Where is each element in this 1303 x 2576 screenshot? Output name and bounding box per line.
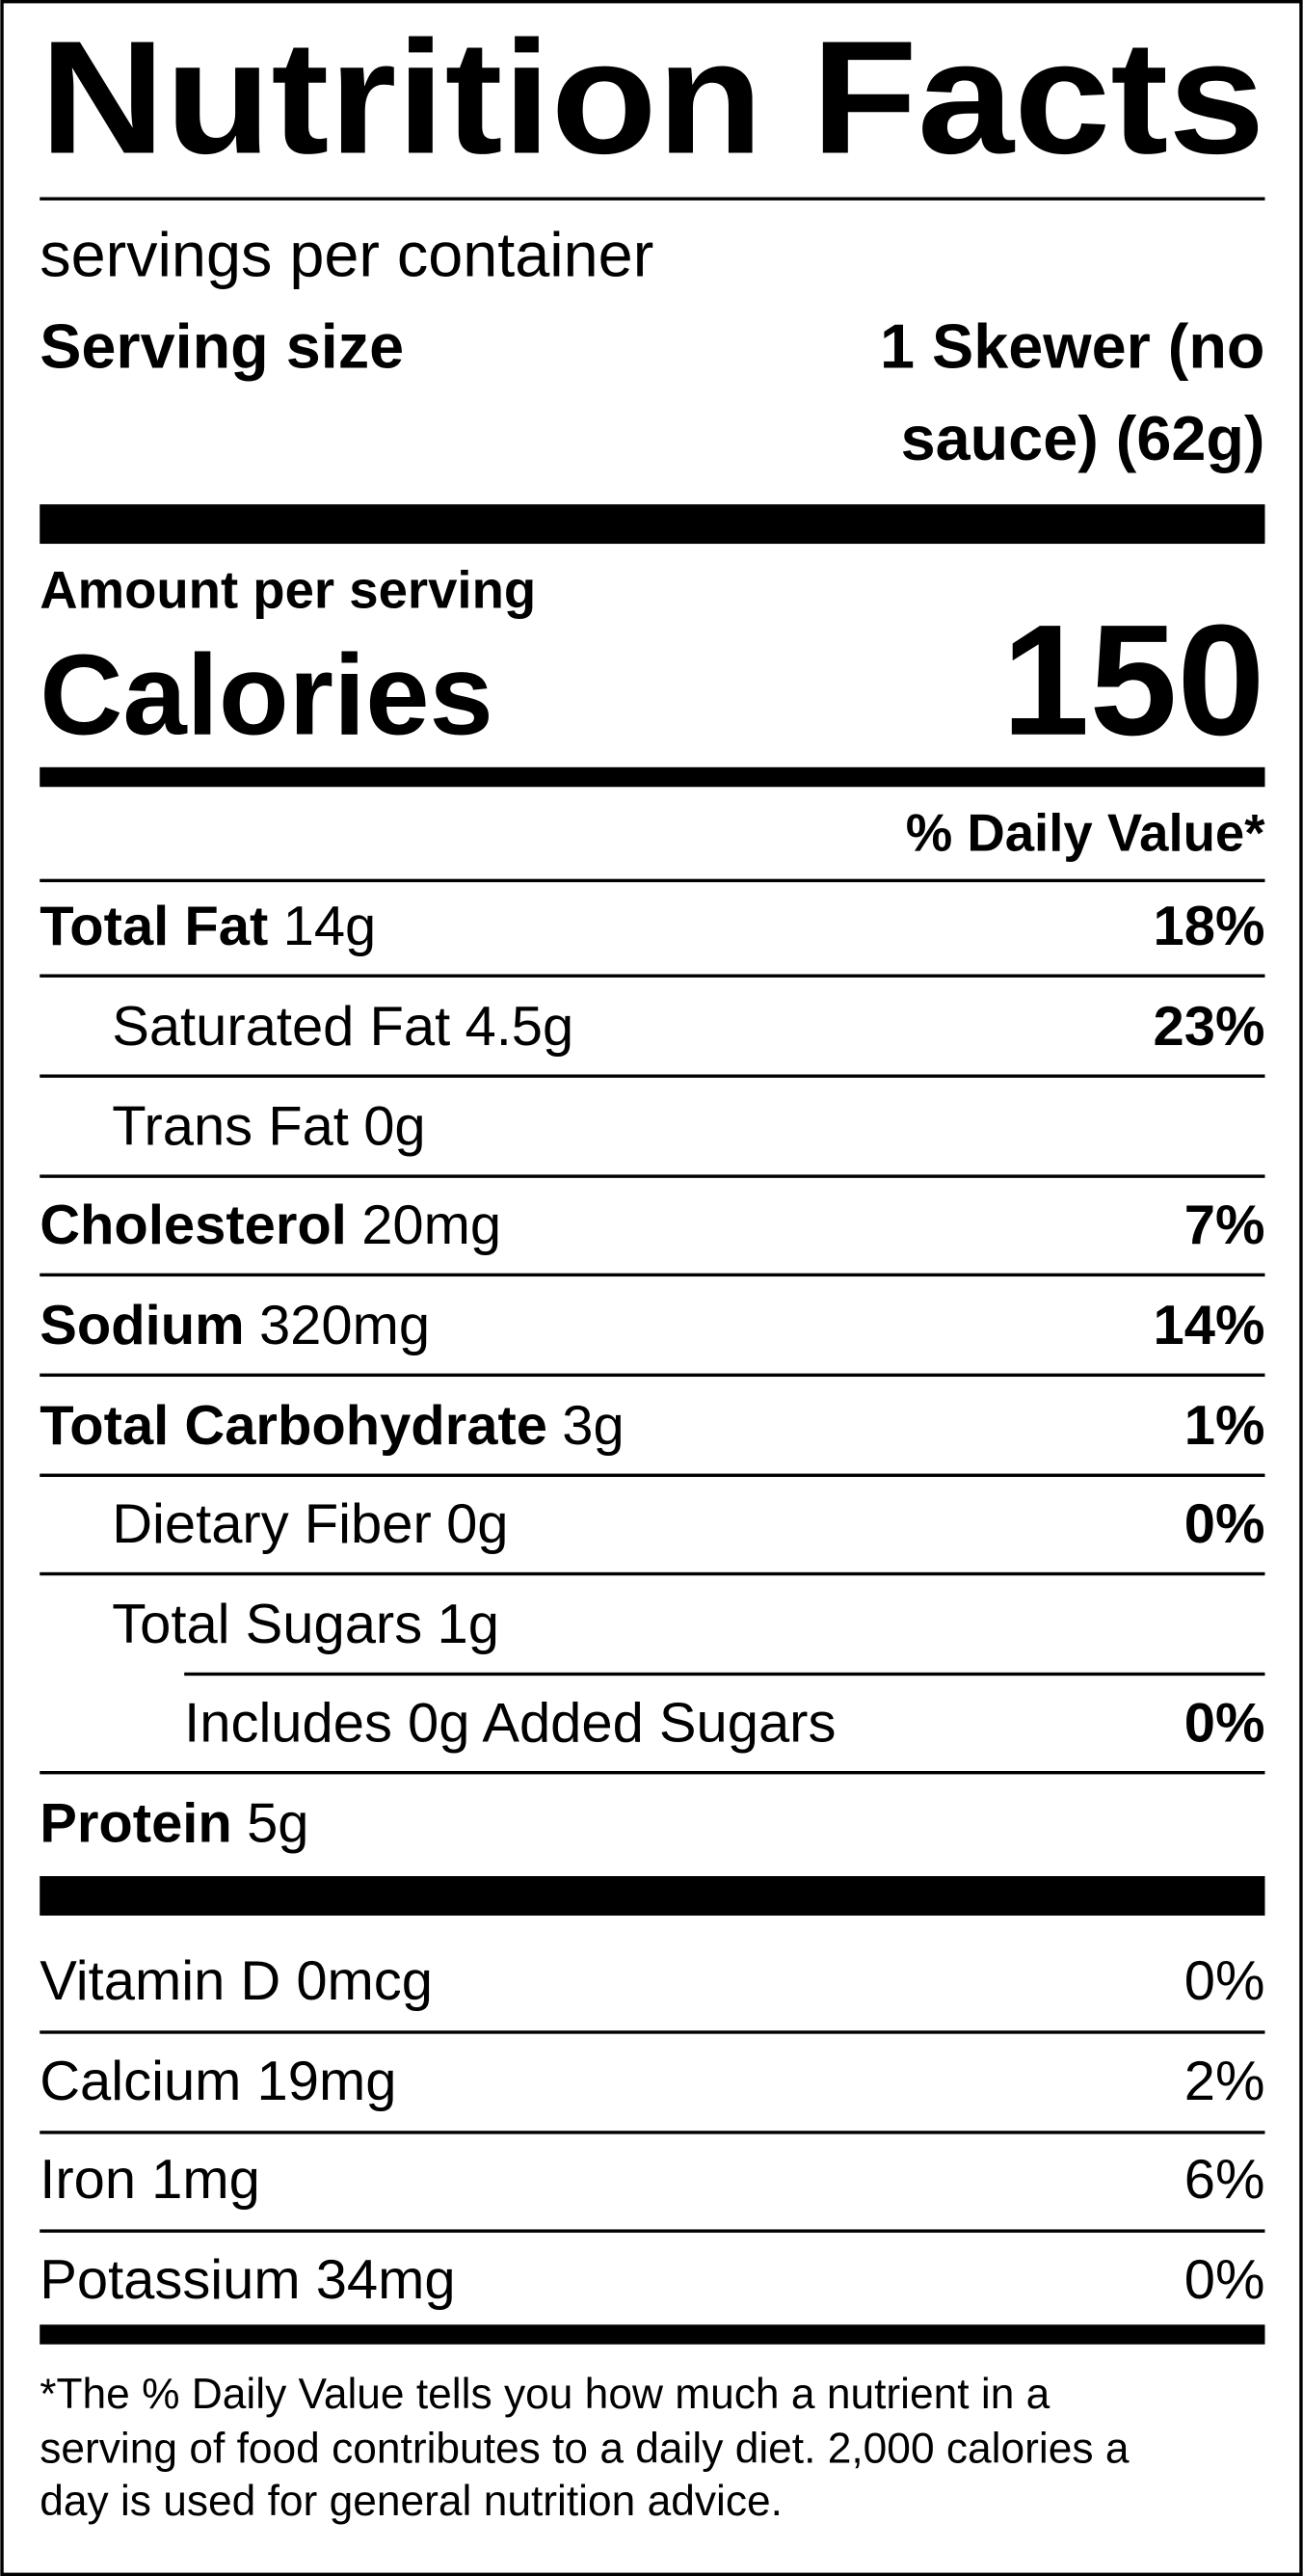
rule (40, 1771, 1265, 1775)
nutrient-name: Dietary Fiber (112, 1493, 432, 1555)
nutrient: Cholesterol 20mg (40, 1194, 501, 1256)
calories-value: 150 (1002, 592, 1265, 768)
thick-bar (40, 766, 1265, 788)
nutrient-name: Cholesterol (40, 1194, 347, 1256)
nutrient: Total Fat 14g (40, 896, 376, 957)
rule (40, 1373, 1265, 1378)
vitamin-dv: 0% (1184, 1950, 1265, 2012)
thick-bar (40, 1876, 1265, 1916)
nutrient: Dietary Fiber 0g (112, 1493, 508, 1555)
serving-size-value: sauce) (62g) (901, 403, 1265, 473)
nutrient-amount: 4.5g (465, 996, 574, 1058)
nutrient-dv: 23% (1154, 996, 1265, 1058)
thick-bar (40, 2324, 1265, 2345)
nutrient-dv: 18% (1154, 896, 1265, 957)
nutrient-name: Total Sugars (112, 1594, 422, 1655)
nutrient-amount: 0g (363, 1096, 425, 1158)
nutrient-name: Protein (40, 1792, 232, 1854)
nutrient-dv: 1% (1184, 1395, 1265, 1457)
nutrient-amount: 5g (247, 1792, 308, 1854)
nutrient: Total Sugars 1g (112, 1594, 499, 1655)
serving-size-label: Serving size (40, 311, 404, 382)
nutrient-dv: 14% (1154, 1295, 1265, 1356)
rule (40, 2131, 1265, 2134)
vitamin-dv: 6% (1184, 2149, 1265, 2211)
rule (40, 878, 1265, 883)
nutrient-name: Saturated Fat (112, 996, 450, 1058)
dv-header: % Daily Value* (906, 804, 1266, 863)
nutrient-dv: 0% (1184, 1493, 1265, 1555)
nutrient: Total Carbohydrate 3g (40, 1395, 625, 1457)
vitamin-name: Vitamin D 0mcg (40, 1950, 433, 2012)
nutrient-name: Total Carbohydrate (40, 1395, 547, 1457)
rule (40, 1074, 1265, 1078)
footnote: day is used for general nutrition advice… (40, 2478, 783, 2525)
vitamin-name: Iron 1mg (40, 2149, 260, 2211)
servings: servings per container (40, 219, 653, 289)
nutrient: Sodium 320mg (40, 1295, 430, 1356)
nutrient: Trans Fat 0g (112, 1096, 425, 1158)
rule (40, 1174, 1265, 1178)
nutrient-name: Total Fat (40, 896, 268, 957)
amount-label: Amount per serving (40, 561, 536, 620)
nutrient-dv: 7% (1184, 1194, 1265, 1256)
rule (184, 1672, 1265, 1677)
nutrient-amount: 1g (438, 1594, 499, 1655)
title: Nutrition Facts (40, 8, 1264, 187)
nutrient-dv: 0% (1184, 1692, 1265, 1754)
nutrient-amount: 14g (283, 896, 377, 957)
nutrient-name: Sodium (40, 1295, 244, 1356)
nutrient-name: Includes 0g Added Sugars (184, 1692, 836, 1754)
serving-size-value: 1 Skewer (no (880, 311, 1264, 382)
vitamin-dv: 2% (1184, 2051, 1265, 2112)
rule (40, 1473, 1265, 1477)
calories-label: Calories (40, 631, 493, 760)
thick-bar (40, 504, 1265, 545)
nutrient-amount: 0g (446, 1493, 508, 1555)
rule (40, 974, 1265, 978)
rule (40, 1273, 1265, 1277)
nutrient-amount: 3g (562, 1395, 624, 1457)
rule (40, 1571, 1265, 1576)
rule (40, 197, 1265, 201)
rule (40, 2030, 1265, 2034)
rule (40, 2229, 1265, 2233)
nutrient-name: Trans Fat (112, 1096, 349, 1158)
nutrient-amount: 320mg (259, 1295, 430, 1356)
vitamin-name: Potassium 34mg (40, 2249, 455, 2311)
footnote: *The % Daily Value tells you how much a … (40, 2371, 1050, 2418)
vitamin-name: Calcium 19mg (40, 2051, 396, 2112)
nutrient: Saturated Fat 4.5g (112, 996, 573, 1058)
vitamin-dv: 0% (1184, 2249, 1265, 2311)
nutrient: Protein 5g (40, 1792, 308, 1854)
footnote: serving of food contributes to a daily d… (40, 2425, 1130, 2472)
nutrient-amount: 20mg (361, 1194, 501, 1256)
